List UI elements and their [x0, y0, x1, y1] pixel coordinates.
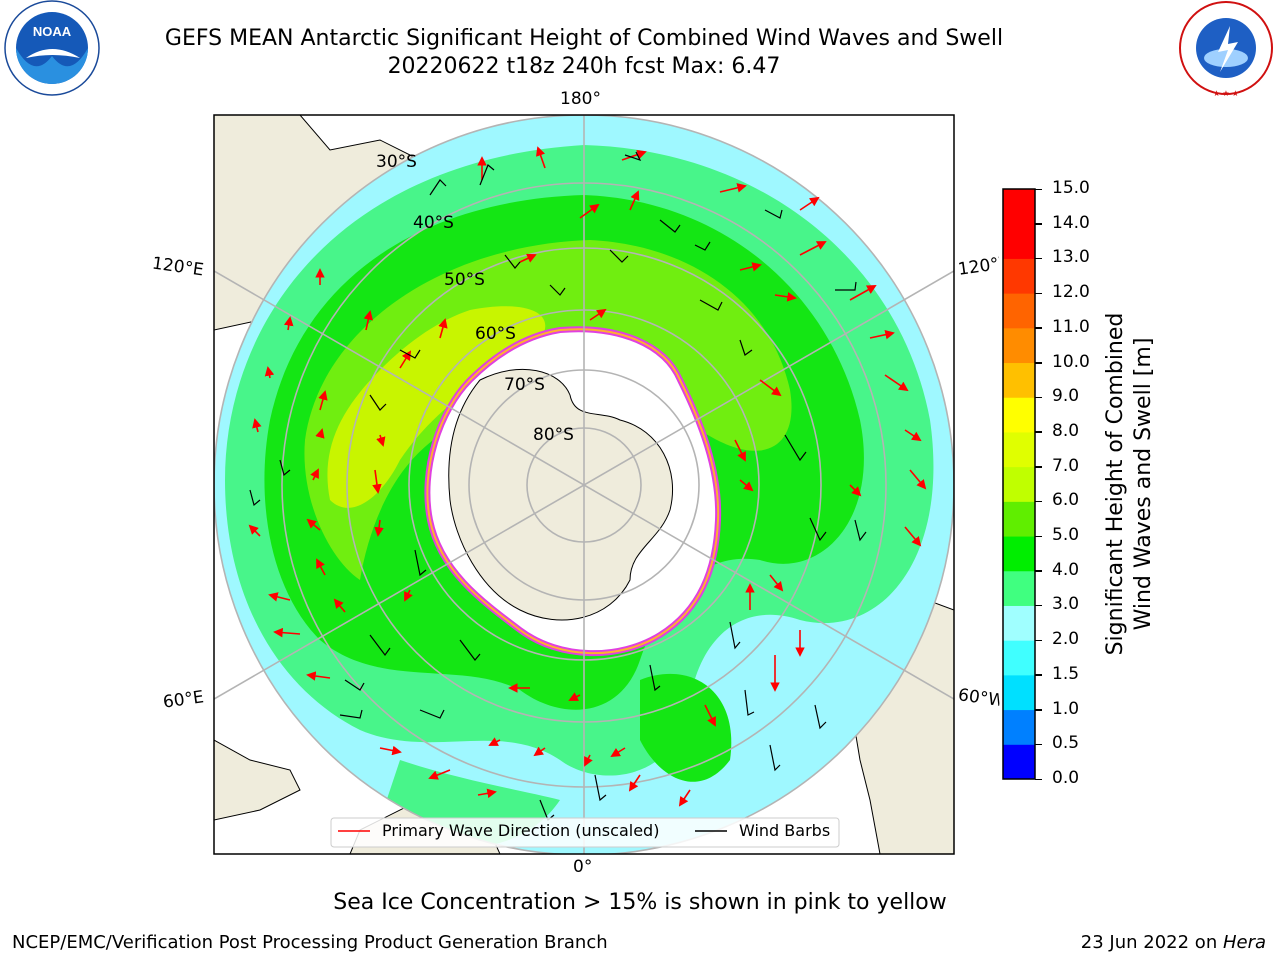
colorbar-segment: [1003, 605, 1035, 641]
colorbar-segment: [1003, 397, 1035, 433]
lat-label-50s: 50°S: [444, 270, 485, 290]
colorbar-tick-label: 5.0: [1052, 525, 1080, 546]
svg-text:NOAA: NOAA: [33, 24, 72, 39]
colorbar-segment: [1003, 674, 1035, 711]
colorbar-tick-label: 2.0: [1052, 629, 1080, 650]
lat-label-30s: 30°S: [376, 152, 417, 172]
lat-label-80s: 80°S: [533, 425, 574, 445]
colorbar-tick-mark: [1035, 431, 1042, 433]
colorbar-tick-label: 3.0: [1052, 594, 1080, 615]
colorbar-tick-mark: [1035, 188, 1042, 190]
legend-wind-barbs-label: Wind Barbs: [739, 821, 831, 840]
colorbar-tick-mark: [1035, 223, 1042, 225]
wave-direction-arrows: [248, 146, 927, 807]
colorbar-tick-label: 13.0: [1052, 247, 1090, 268]
colorbar-segment: [1003, 570, 1035, 606]
chart-title-line1: GEFS MEAN Antarctic Significant Height o…: [164, 26, 1004, 51]
wind-barbs: [249, 151, 867, 821]
colorbar-tick-mark: [1035, 709, 1042, 711]
colorbar-title: Significant Height of Combined Wind Wave…: [1102, 274, 1158, 694]
colorbar-tick-mark: [1035, 778, 1042, 780]
colorbar-tick-label: 8.0: [1052, 420, 1080, 441]
colorbar-tick-mark: [1035, 396, 1042, 399]
noaa-logo: NOAA: [4, 0, 100, 96]
svg-text:★ ★ ★: ★ ★ ★: [1213, 89, 1239, 98]
colorbar-tick-label: 12.0: [1052, 282, 1090, 303]
colorbar-tick-mark: [1035, 535, 1042, 538]
colorbar-tick-label: 14.0: [1052, 212, 1090, 233]
colorbar-tick-mark: [1035, 674, 1042, 676]
footer-host: Hera: [1222, 932, 1266, 953]
colorbar-segment: [1003, 431, 1035, 468]
lat-label-40s: 40°S: [413, 213, 454, 233]
colorbar-segment: [1003, 744, 1035, 780]
colorbar-tick-mark: [1035, 500, 1042, 503]
colorbar-tick-mark: [1035, 257, 1042, 260]
colorbar-tick-mark: [1035, 743, 1042, 746]
colorbar-tick-label: 0.0: [1052, 768, 1080, 788]
colorbar-segment: [1003, 293, 1035, 329]
colorbar-tick-label: 1.5: [1052, 663, 1080, 684]
colorbar-title-line2: Wind Waves and Swell [m]: [1131, 337, 1156, 631]
lat-label-60s: 60°S: [475, 324, 516, 344]
colorbar-tick-label: 9.0: [1052, 386, 1080, 407]
colorbar-segment: [1003, 189, 1035, 225]
colorbar-tick-mark: [1035, 292, 1042, 295]
colorbar-tick-label: 6.0: [1052, 490, 1080, 511]
colorbar-tick-label: 0.5: [1052, 733, 1080, 754]
colorbar-tick-mark: [1035, 604, 1042, 607]
colorbar-segment: [1003, 640, 1035, 676]
legend: [330, 817, 840, 848]
footer-date-text: 23 Jun 2022 on: [1080, 932, 1223, 953]
colorbar-tick-mark: [1035, 639, 1042, 642]
nws-logo: ★ ★ ★: [1179, 1, 1273, 98]
colorbar-title-line1: Significant Height of Combined: [1103, 312, 1128, 656]
colorbar-segment: [1003, 501, 1035, 537]
lon-label-0: 0°: [573, 857, 593, 877]
colorbar-tick-label: 15.0: [1052, 178, 1090, 198]
colorbar-tick-mark: [1035, 362, 1042, 364]
chart-title-line2: 20220622 t18z 240h fcst Max: 6.47: [387, 54, 781, 79]
colorbar: [1002, 188, 1036, 780]
sea-ice-note: Sea Ice Concentration > 15% is shown in …: [333, 890, 947, 915]
colorbar-tick-mark: [1035, 466, 1042, 468]
colorbar-segment: [1003, 709, 1035, 745]
colorbar-segment: [1003, 223, 1035, 259]
colorbar-tick-label: 11.0: [1052, 316, 1090, 337]
lon-label-180: 180°: [560, 89, 601, 109]
colorbar-segment: [1003, 258, 1035, 294]
colorbar-tick-label: 4.0: [1052, 559, 1080, 580]
colorbar-tick-label: 10.0: [1052, 351, 1090, 372]
colorbar-segment: [1003, 327, 1035, 364]
footer-date: 23 Jun 2022 on Hera: [1081, 932, 1266, 953]
colorbar-segment: [1003, 536, 1035, 572]
colorbar-segment: [1003, 362, 1035, 398]
legend-wave-direction-label: Primary Wave Direction (unscaled): [382, 821, 660, 840]
colorbar-tick-label: 1.0: [1052, 698, 1080, 719]
colorbar-tick-mark: [1035, 570, 1042, 572]
colorbar-tick-label: 7.0: [1052, 455, 1080, 476]
colorbar-segment: [1003, 466, 1035, 502]
footer-branch: NCEP/EMC/Verification Post Processing Pr…: [12, 932, 608, 953]
colorbar-tick-mark: [1035, 327, 1042, 329]
lat-label-70s: 70°S: [504, 375, 545, 395]
